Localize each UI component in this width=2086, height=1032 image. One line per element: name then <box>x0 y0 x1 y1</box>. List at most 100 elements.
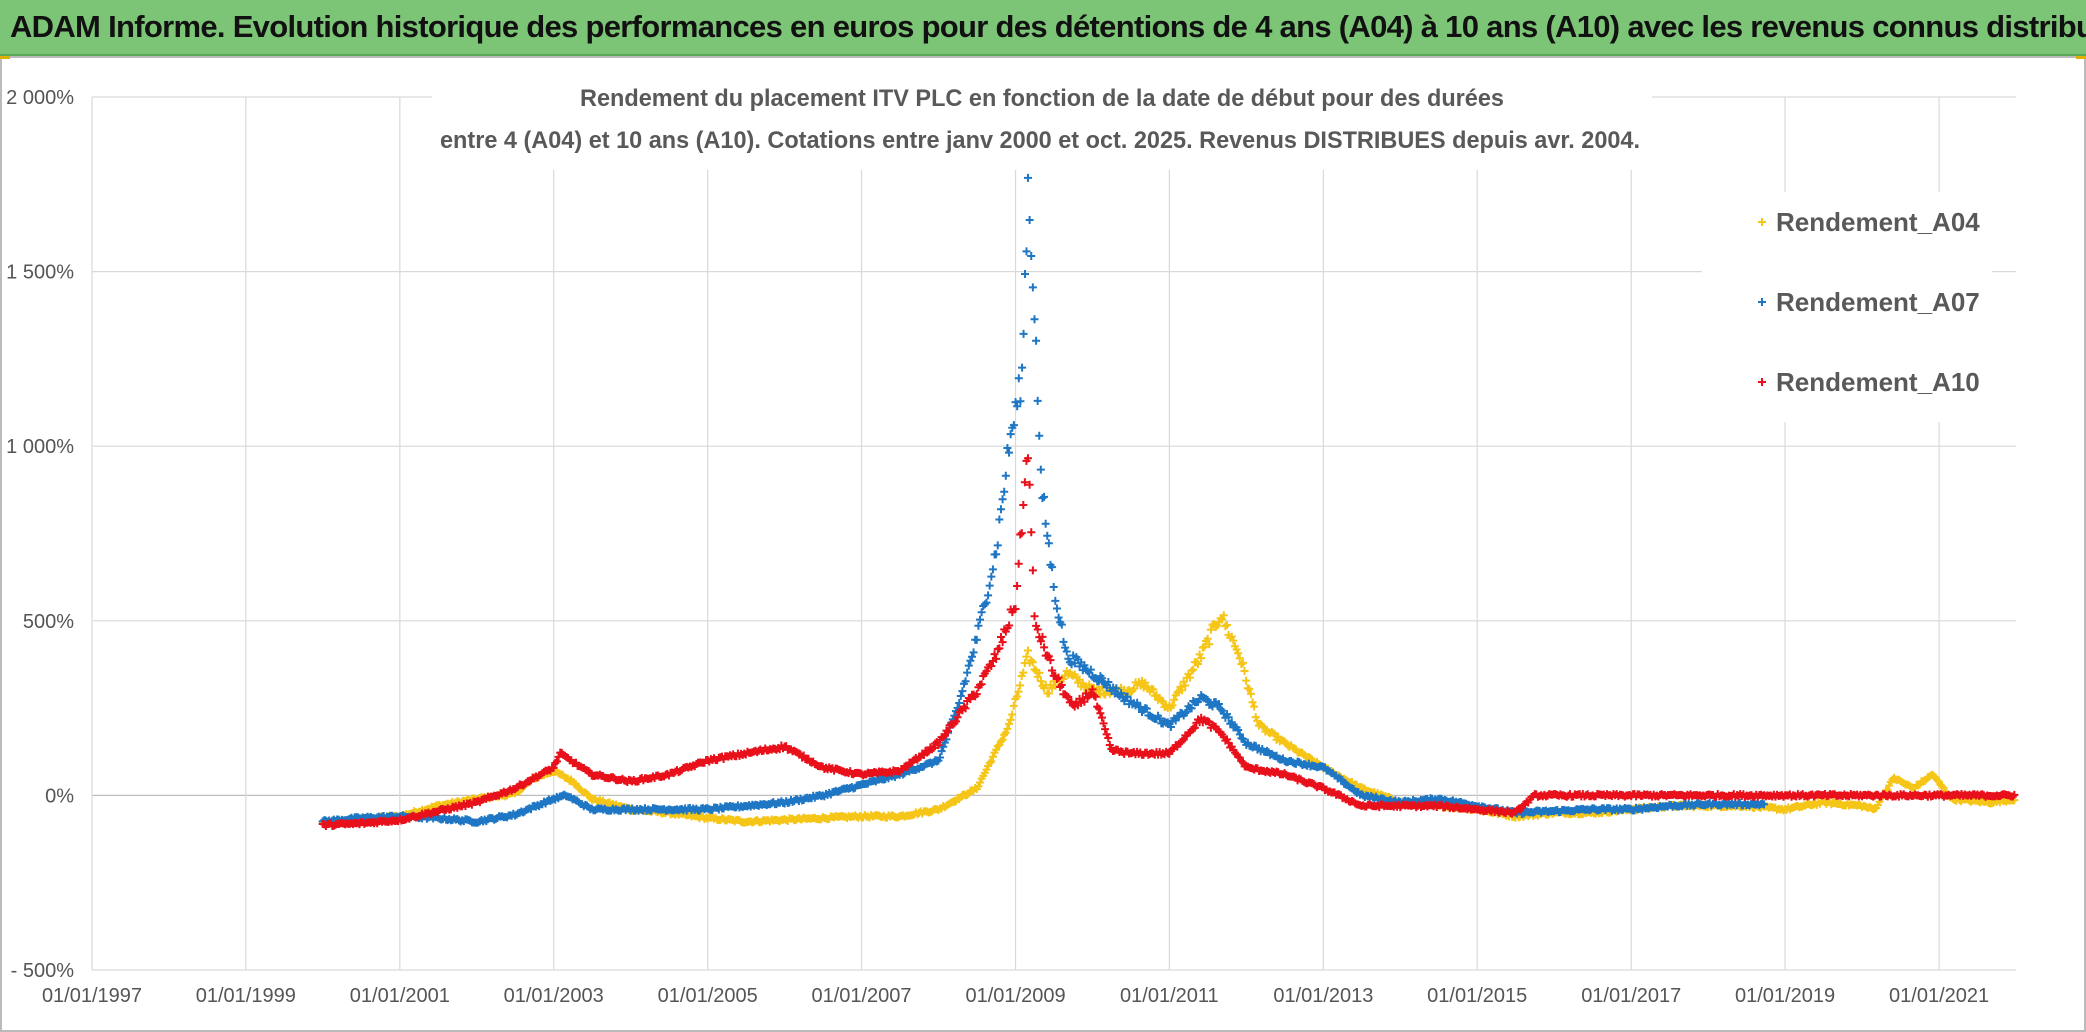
x-tick-label: 01/01/2021 <box>1889 985 1989 1007</box>
frame-corner-marker <box>0 56 10 59</box>
data-point <box>966 656 975 665</box>
axis-labels: - 500% 0% 500% 1 000% 1 500% 2 000% 01/01/1997… <box>6 87 1989 1007</box>
x-tick-label: 01/01/2017 <box>1581 985 1681 1007</box>
data-point <box>1005 719 1014 728</box>
data-point <box>1052 604 1061 613</box>
data-point <box>972 635 981 644</box>
data-point <box>1104 678 1113 687</box>
data-point <box>937 747 946 756</box>
data-point <box>987 572 996 581</box>
data-point <box>976 615 985 624</box>
chart-title-line1: Rendement du placement ITV PLC en foncti… <box>580 85 1504 112</box>
data-point <box>1020 478 1029 487</box>
data-point <box>929 743 938 752</box>
data-point <box>549 763 558 772</box>
data-point <box>1237 757 1246 766</box>
data-point <box>1250 702 1259 711</box>
data-point <box>1105 741 1114 750</box>
data-point <box>1036 677 1045 686</box>
data-point <box>998 638 1007 647</box>
data-point <box>1014 559 1023 568</box>
data-point <box>1142 683 1151 692</box>
data-point <box>1062 647 1071 656</box>
data-point <box>1222 620 1231 629</box>
data-point <box>1027 252 1036 261</box>
data-point <box>993 742 1002 751</box>
data-point <box>1205 640 1214 649</box>
data-point <box>1009 421 1018 430</box>
data-point <box>1190 723 1199 732</box>
data-point <box>964 661 973 670</box>
data-point <box>982 667 991 676</box>
report-banner: ADAM Informe. Evolution historique des p… <box>0 0 2086 56</box>
data-point <box>985 581 994 590</box>
data-point <box>1049 582 1058 591</box>
data-point <box>1003 444 1012 453</box>
data-point <box>1227 718 1236 727</box>
y-tick-label: 1 000% <box>6 436 74 458</box>
data-point <box>1166 722 1175 731</box>
data-point <box>1006 430 1015 439</box>
x-tick-label: 01/01/2015 <box>1427 985 1527 1007</box>
data-point <box>987 757 996 766</box>
data-point <box>1938 782 1947 791</box>
data-point <box>956 691 965 700</box>
data-point <box>923 748 932 757</box>
data-point <box>955 698 964 707</box>
data-point <box>969 648 978 657</box>
data-point <box>1000 487 1009 496</box>
data-point <box>972 690 981 699</box>
data-point <box>1044 689 1053 698</box>
data-point <box>1016 681 1025 690</box>
legend-label: Rendement_A07 <box>1776 287 1980 317</box>
data-point <box>1194 659 1202 668</box>
data-point <box>1036 465 1045 474</box>
data-point <box>1221 622 1230 631</box>
data-point <box>1030 315 1039 324</box>
points-layer <box>318 173 2019 831</box>
data-point <box>1017 529 1026 538</box>
data-point <box>1032 336 1041 345</box>
data-point <box>1035 668 1044 677</box>
data-point <box>997 632 1006 641</box>
data-point <box>1181 681 1190 690</box>
data-point <box>975 778 984 787</box>
data-point <box>584 767 593 775</box>
data-point <box>1208 702 1217 711</box>
data-point <box>1187 704 1196 713</box>
data-point <box>1018 363 1027 372</box>
data-point <box>1234 649 1243 658</box>
data-point <box>974 782 983 791</box>
data-point <box>1179 677 1188 686</box>
data-point <box>1240 666 1249 675</box>
data-point <box>1011 605 1020 614</box>
data-point <box>1245 685 1254 694</box>
data-point <box>1054 613 1063 622</box>
data-point <box>936 753 945 762</box>
data-point <box>1054 673 1063 682</box>
data-point <box>1025 480 1034 489</box>
data-point <box>1098 674 1106 683</box>
data-point <box>1003 724 1012 733</box>
data-point <box>1041 519 1050 528</box>
x-tick-label: 01/01/2019 <box>1735 985 1835 1007</box>
data-point <box>1019 668 1028 677</box>
data-point <box>1263 746 1272 755</box>
y-tick-label: - 500% <box>11 960 75 982</box>
data-point <box>1033 625 1042 634</box>
data-point <box>961 704 970 713</box>
y-tick-label: 0% <box>45 785 74 807</box>
data-point <box>1091 692 1100 701</box>
data-point <box>1211 623 1220 632</box>
data-point <box>1019 329 1028 338</box>
data-point <box>992 654 1001 663</box>
data-point <box>934 741 943 750</box>
data-point <box>1149 685 1158 694</box>
frame-corner-marker <box>2076 56 2086 59</box>
data-point <box>2008 792 2017 801</box>
data-point <box>1090 691 1099 700</box>
data-point <box>1238 658 1247 667</box>
data-point <box>1009 701 1018 710</box>
data-point <box>1038 494 1047 503</box>
series-Rendement_A07 <box>318 173 1769 827</box>
